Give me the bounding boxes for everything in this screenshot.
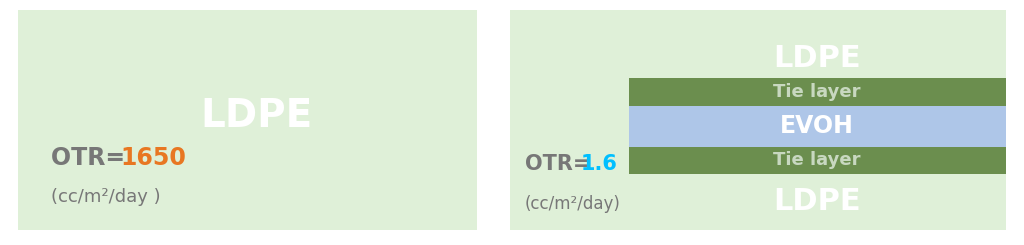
- Bar: [629, 147, 1006, 174]
- Text: LDPE: LDPE: [773, 187, 861, 216]
- Text: EVOH: EVOH: [780, 114, 854, 138]
- Text: (cc/m²/day ): (cc/m²/day ): [50, 188, 160, 206]
- Text: Tie layer: Tie layer: [773, 151, 861, 169]
- Text: LDPE: LDPE: [201, 97, 313, 135]
- Bar: [629, 106, 1006, 147]
- Text: 1650: 1650: [120, 146, 186, 170]
- Text: LDPE: LDPE: [773, 44, 861, 73]
- Text: Tie layer: Tie layer: [773, 83, 861, 101]
- Text: OTR=: OTR=: [525, 154, 598, 174]
- Bar: [18, 10, 477, 230]
- Text: OTR=: OTR=: [50, 146, 133, 170]
- Text: (cc/m²/day): (cc/m²/day): [525, 195, 621, 213]
- Bar: [629, 78, 1006, 106]
- Bar: [510, 10, 1006, 230]
- Text: 1.6: 1.6: [582, 154, 618, 174]
